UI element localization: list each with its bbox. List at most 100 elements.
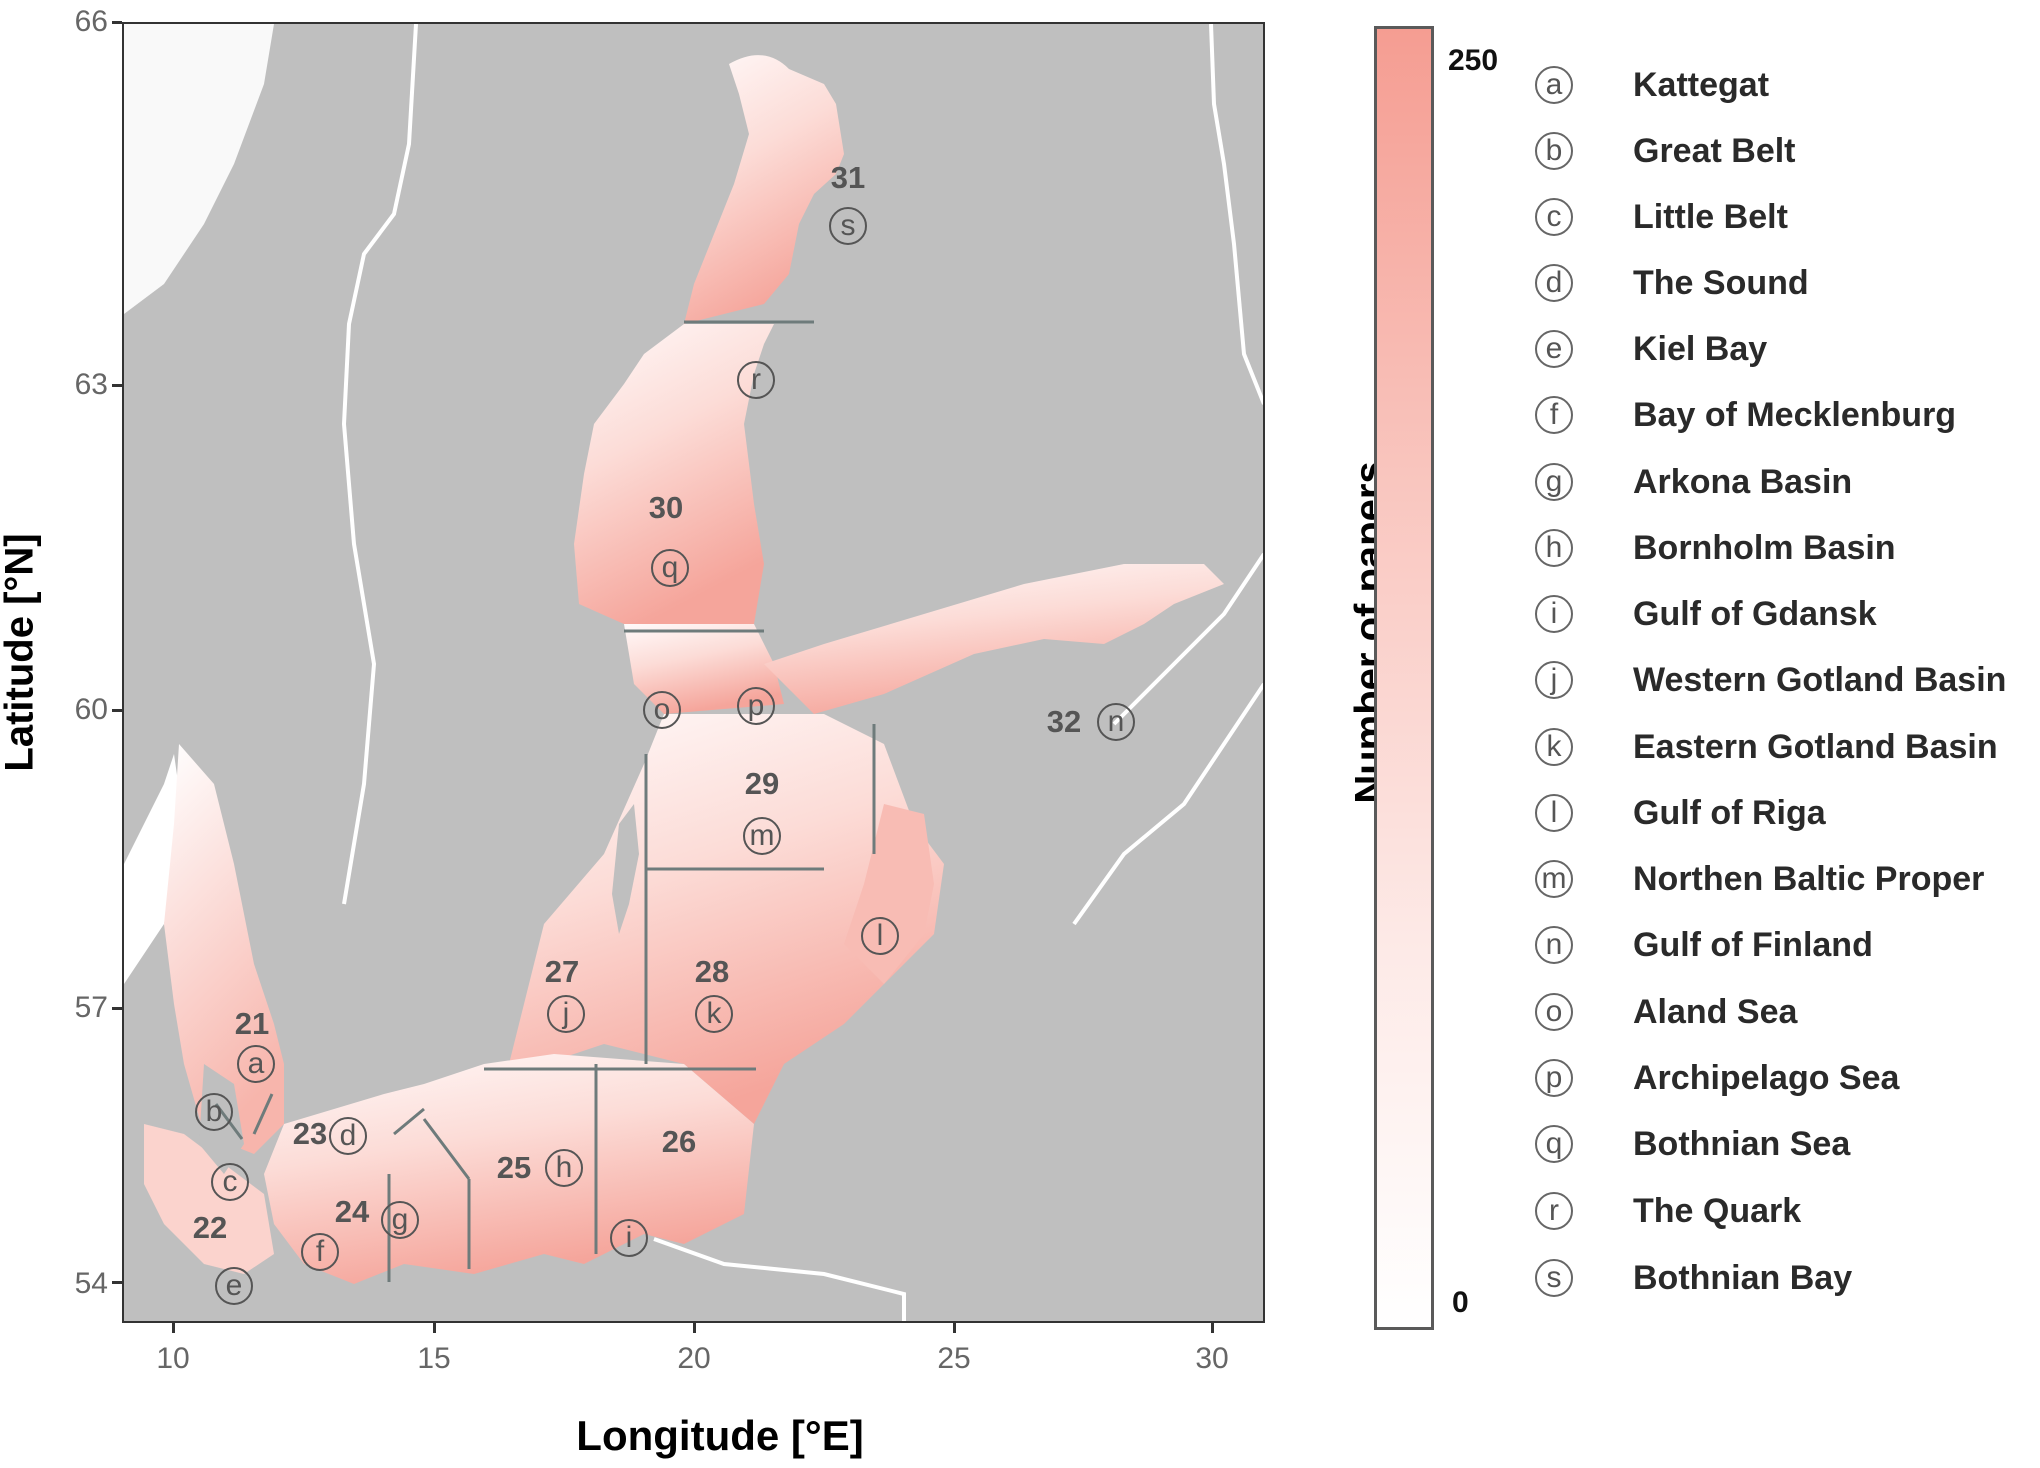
y-tick-label: 66 — [74, 5, 108, 38]
x-tick-mark — [953, 1323, 956, 1333]
area-number-21: 21 — [234, 1006, 270, 1041]
legend-label: Kiel Bay — [1633, 329, 1768, 368]
area-number-26: 26 — [661, 1124, 697, 1159]
legend-label: Aland Sea — [1633, 992, 1798, 1031]
area-letter-p: p — [737, 687, 775, 725]
legend-item: m Northen Baltic Proper — [1535, 854, 1984, 904]
legend-item: g Arkona Basin — [1535, 457, 1852, 507]
x-axis-label: Longitude [°E] — [576, 1412, 864, 1459]
circled-letter-icon: p — [1535, 1059, 1573, 1097]
legend-label: Bay of Mecklenburg — [1633, 395, 1957, 434]
circled-letter-icon: s — [1535, 1259, 1573, 1297]
y-tick-mark — [112, 21, 122, 24]
y-tick-mark — [112, 1281, 122, 1284]
legend-label: Bothnian Bay — [1633, 1258, 1853, 1297]
legend-label: Gulf of Riga — [1633, 793, 1826, 832]
area-number-24: 24 — [334, 1194, 370, 1229]
legend-label: Gulf of Finland — [1633, 925, 1873, 964]
area-letter-s: s — [829, 207, 867, 245]
y-axis-label: Latitude [°N] — [0, 533, 42, 772]
y-tick-label: 57 — [74, 991, 108, 1024]
legend-item: l Gulf of Riga — [1535, 788, 1826, 838]
area-letter-o: o — [643, 691, 681, 729]
legend-label: Great Belt — [1633, 131, 1796, 170]
area-letter-c: c — [211, 1163, 249, 1201]
y-tick-mark — [112, 384, 122, 387]
legend-item: s Bothnian Bay — [1535, 1253, 1852, 1303]
y-tick-label: 54 — [74, 1267, 108, 1300]
legend-item: a Kattegat — [1535, 60, 1769, 110]
x-tick-label: 10 — [156, 1342, 190, 1375]
x-tick-mark — [433, 1323, 436, 1333]
area-number-22: 22 — [192, 1210, 228, 1245]
area-letter-n: n — [1097, 703, 1135, 741]
map-panel: 21 a b c 22 e 23 d 24 g f 25 h 26 i 27 j… — [122, 22, 1265, 1323]
legend-label: Northen Baltic Proper — [1633, 859, 1985, 898]
circled-letter-icon: g — [1535, 463, 1573, 501]
area-letter-b: b — [195, 1093, 233, 1131]
legend-item: k Eastern Gotland Basin — [1535, 722, 1998, 772]
y-tick-label: 60 — [74, 693, 108, 726]
legend-item: b Great Belt — [1535, 126, 1796, 176]
area-number-27: 27 — [544, 954, 580, 989]
area-letter-m: m — [743, 817, 781, 855]
legend-item: i Gulf of Gdansk — [1535, 589, 1877, 639]
legend-label: Eastern Gotland Basin — [1633, 727, 1998, 766]
legend-item: q Bothnian Sea — [1535, 1119, 1850, 1169]
area-letter-r: r — [737, 361, 775, 399]
x-tick-mark — [172, 1323, 175, 1333]
y-tick-label: 63 — [74, 368, 108, 401]
area-number-30: 30 — [648, 490, 684, 525]
circled-letter-icon: n — [1535, 926, 1573, 964]
x-tick-mark — [693, 1323, 696, 1333]
area-number-31: 31 — [830, 160, 866, 195]
legend-label: Bothnian Sea — [1633, 1124, 1851, 1163]
area-letter-q: q — [651, 549, 689, 587]
area-number-32: 32 — [1046, 704, 1082, 739]
circled-letter-icon: i — [1535, 595, 1573, 633]
circled-letter-icon: f — [1535, 396, 1573, 434]
legend-label: Archipelago Sea — [1633, 1058, 1900, 1097]
legend-label: The Sound — [1633, 263, 1809, 302]
legend-item: n Gulf of Finland — [1535, 920, 1873, 970]
circled-letter-icon: c — [1535, 198, 1573, 236]
circled-letter-icon: j — [1535, 661, 1573, 699]
legend-item: h Bornholm Basin — [1535, 523, 1896, 573]
circled-letter-icon: e — [1535, 330, 1573, 368]
legend-item: f Bay of Mecklenburg — [1535, 390, 1956, 440]
area-letter-j: j — [547, 995, 585, 1033]
circled-letter-icon: m — [1535, 860, 1573, 898]
legend-item: o Aland Sea — [1535, 987, 1797, 1037]
legend-label: Bornholm Basin — [1633, 528, 1896, 567]
legend-label: The Quark — [1633, 1191, 1802, 1230]
circled-letter-icon: h — [1535, 529, 1573, 567]
area-letter-e: e — [215, 1267, 253, 1305]
colorbar-max-label: 250 — [1448, 44, 1499, 77]
circled-letter-icon: b — [1535, 132, 1573, 170]
legend-item: c Little Belt — [1535, 192, 1788, 242]
area-letter-l: l — [861, 917, 899, 955]
y-tick-mark — [112, 1007, 122, 1010]
x-tick-mark — [1211, 1323, 1214, 1333]
circled-letter-icon: k — [1535, 728, 1573, 766]
circled-letter-icon: q — [1535, 1125, 1573, 1163]
area-number-28: 28 — [694, 954, 730, 989]
circled-letter-icon: a — [1535, 66, 1573, 104]
legend-label: Gulf of Gdansk — [1633, 594, 1877, 633]
x-tick-label: 25 — [937, 1342, 971, 1375]
legend-label: Arkona Basin — [1633, 462, 1853, 501]
colorbar-min-label: 0 — [1452, 1286, 1469, 1319]
legend-label: Little Belt — [1633, 197, 1788, 236]
area-letter-h: h — [545, 1149, 583, 1187]
circled-letter-icon: d — [1535, 264, 1573, 302]
area-letter-f: f — [301, 1233, 339, 1271]
circled-letter-icon: o — [1535, 993, 1573, 1031]
area-letter-d: d — [329, 1117, 367, 1155]
area-letter-k: k — [695, 995, 733, 1033]
area-number-25: 25 — [496, 1150, 532, 1185]
x-tick-label: 30 — [1195, 1342, 1229, 1375]
circled-letter-icon: l — [1535, 794, 1573, 832]
area-letter-a: a — [237, 1045, 275, 1083]
legend-item: r The Quark — [1535, 1186, 1801, 1236]
area-number-29: 29 — [744, 766, 780, 801]
